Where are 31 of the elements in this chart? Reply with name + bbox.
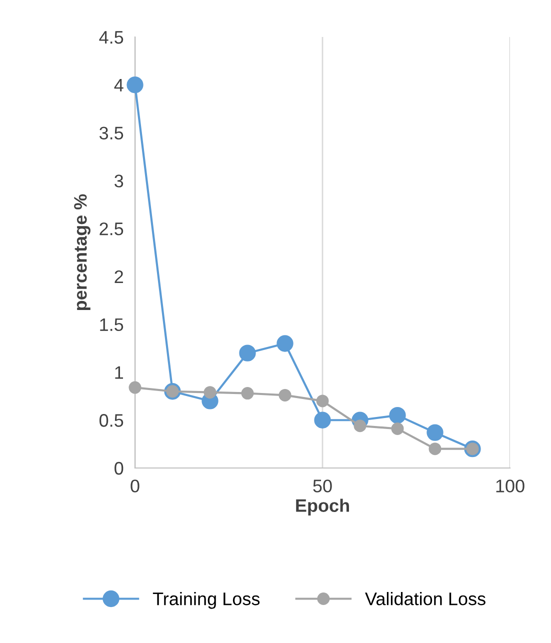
y-axis-title: percentage % [74, 194, 90, 310]
point [278, 388, 292, 402]
point [316, 394, 329, 408]
point [204, 386, 216, 399]
y-tick-label: 1 [115, 366, 124, 379]
x-tick-label: 50 [313, 480, 332, 492]
x-tick-label: 100 [496, 480, 524, 492]
y-tick-label: 2 [114, 270, 123, 283]
point [391, 422, 404, 435]
y-tick-label: 1.5 [100, 318, 124, 332]
point [128, 381, 142, 394]
point [241, 387, 254, 400]
legend-label: Training Loss [152, 592, 260, 609]
point [426, 424, 444, 441]
y-tick-label: 0.5 [99, 414, 124, 427]
legend-label: Validation Loss [365, 592, 486, 606]
point [126, 76, 144, 94]
point [354, 420, 366, 432]
point [389, 406, 406, 424]
y-tick-label: 2.5 [100, 222, 124, 236]
point [428, 442, 442, 456]
point [314, 412, 331, 428]
y-tick-label: 3.5 [99, 126, 124, 140]
point [276, 335, 294, 352]
y-tick-label: 0 [114, 462, 124, 475]
y-tick-label: 4.5 [99, 31, 124, 44]
y-tick-label: 3 [114, 174, 124, 188]
x-tick-label: 0 [130, 480, 140, 492]
x-axis-title: Epoch [296, 498, 349, 516]
point [239, 344, 256, 362]
y-tick-label: 4 [114, 79, 124, 92]
